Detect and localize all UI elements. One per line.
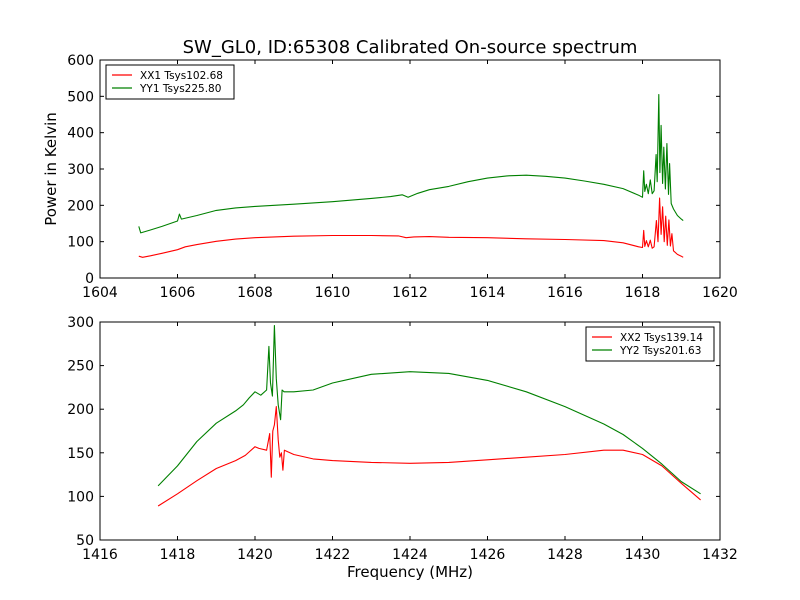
y-tick-label: 600	[67, 53, 94, 69]
x-tick-label: 1614	[470, 285, 506, 301]
y-tick-label: 200	[67, 198, 94, 214]
y-tick-label: 250	[67, 359, 94, 375]
legend-entry: YY2 Tsys201.63	[619, 345, 701, 357]
y-tick-label: 300	[67, 315, 94, 331]
x-tick-label: 1608	[237, 285, 273, 301]
x-tick-label: 1604	[82, 285, 118, 301]
figure-title: SW_GL0, ID:65308 Calibrated On-source sp…	[183, 37, 638, 58]
y-tick-label: 500	[67, 89, 94, 105]
x-axis-label: Frequency (MHz)	[347, 563, 473, 581]
series-line-2	[138, 93, 684, 234]
x-tick-label: 1612	[392, 285, 428, 301]
y-tick-label: 300	[67, 162, 94, 178]
legend-entry: XX2 Tsys139.14	[620, 332, 703, 344]
series-line-1	[157, 406, 701, 507]
y-tick-label: 50	[76, 533, 94, 549]
legend-box	[105, 64, 235, 100]
x-tick-label: 1428	[547, 547, 583, 563]
y-tick-label: 0	[85, 271, 94, 287]
x-tick-label: 1432	[702, 547, 738, 563]
x-tick-label: 1430	[625, 547, 661, 563]
legend-entry: YY1 Tsys225.80	[139, 83, 221, 95]
y-tick-label: 100	[67, 489, 94, 505]
series-line-1	[138, 197, 684, 258]
legend-entry: XX1 Tsys102.68	[140, 70, 223, 82]
y-tick-label: 100	[67, 235, 94, 251]
x-tick-label: 1422	[315, 547, 351, 563]
x-tick-label: 1610	[315, 285, 351, 301]
series-line-2	[157, 324, 701, 495]
x-tick-label: 1416	[82, 547, 118, 563]
top-panel: 1604 1606 1608 1610 1612 1614 1616 1618 1620 0 100…	[42, 53, 738, 301]
x-tick-label: 1426	[470, 547, 506, 563]
x-tick-label: 1424	[392, 547, 428, 563]
legend-box	[585, 326, 715, 362]
x-tick-label: 1618	[625, 285, 661, 301]
x-tick-label: 1420	[237, 547, 273, 563]
bottom-panel: 1416 1418 1420 1422 1424 1426 1428 1430 1432 50 10…	[67, 315, 738, 581]
x-tick-label: 1606	[160, 285, 196, 301]
y-axis-label: Power in Kelvin	[42, 112, 60, 226]
y-tick-label: 200	[67, 402, 94, 418]
x-tick-label: 1418	[160, 547, 196, 563]
x-tick-label: 1616	[547, 285, 583, 301]
y-tick-label: 400	[67, 126, 94, 142]
y-tick-label: 150	[67, 446, 94, 462]
x-tick-label: 1620	[702, 285, 738, 301]
